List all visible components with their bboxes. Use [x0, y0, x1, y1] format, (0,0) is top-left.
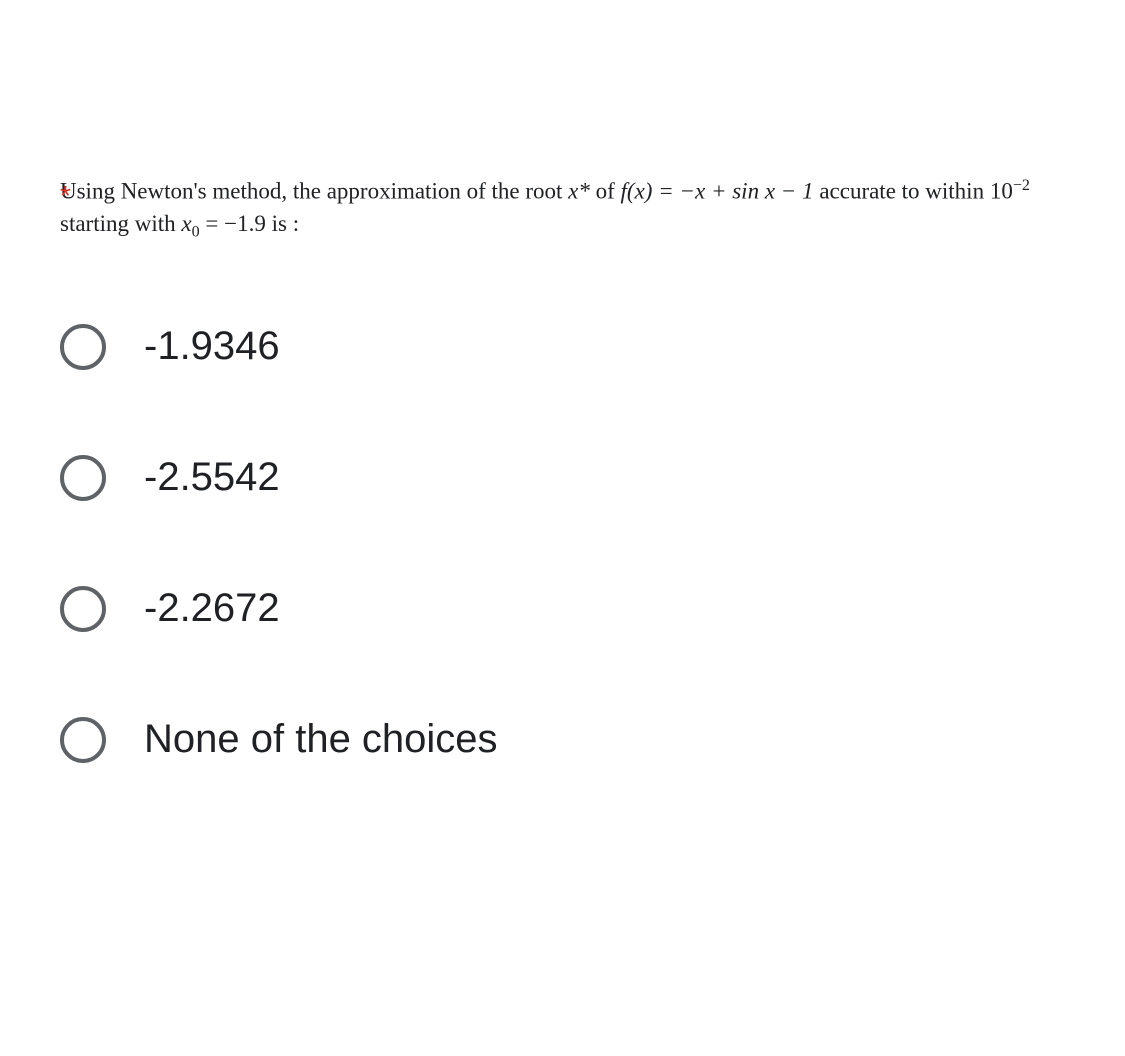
option-row-2[interactable]: -2.2672 — [60, 586, 1065, 632]
option-row-1[interactable]: -2.5542 — [60, 455, 1065, 501]
question-xstar: x* — [568, 179, 590, 204]
question-equals: = −1.9 is : — [200, 211, 299, 236]
question-x0-sub: 0 — [192, 223, 200, 240]
option-row-0[interactable]: -1.9346 — [60, 324, 1065, 370]
option-label: -2.5542 — [144, 455, 280, 500]
question-x0-var: x — [181, 211, 191, 236]
question-tol-exp: −2 — [1013, 177, 1030, 194]
option-label: -2.2672 — [144, 586, 280, 631]
radio-icon — [60, 324, 106, 370]
required-asterisk: * — [60, 180, 71, 212]
option-row-3[interactable]: None of the choices — [60, 717, 1065, 763]
question-fx: f(x) = −x + sin x − 1 — [621, 179, 814, 204]
question-tol-base: 10 — [990, 179, 1013, 204]
question-prefix: Using Newton's method, the approximation… — [60, 179, 568, 204]
option-label: -1.9346 — [144, 324, 280, 369]
radio-icon — [60, 717, 106, 763]
options-container: -1.9346 -2.5542 -2.2672 None of the choi… — [60, 324, 1065, 763]
question-of: of — [590, 179, 621, 204]
radio-icon — [60, 455, 106, 501]
question-accurate: accurate to within — [814, 179, 990, 204]
question-text: Using Newton's method, the approximation… — [60, 175, 1065, 244]
question-starting: starting with — [60, 211, 181, 236]
radio-icon — [60, 586, 106, 632]
option-label: None of the choices — [144, 717, 498, 762]
